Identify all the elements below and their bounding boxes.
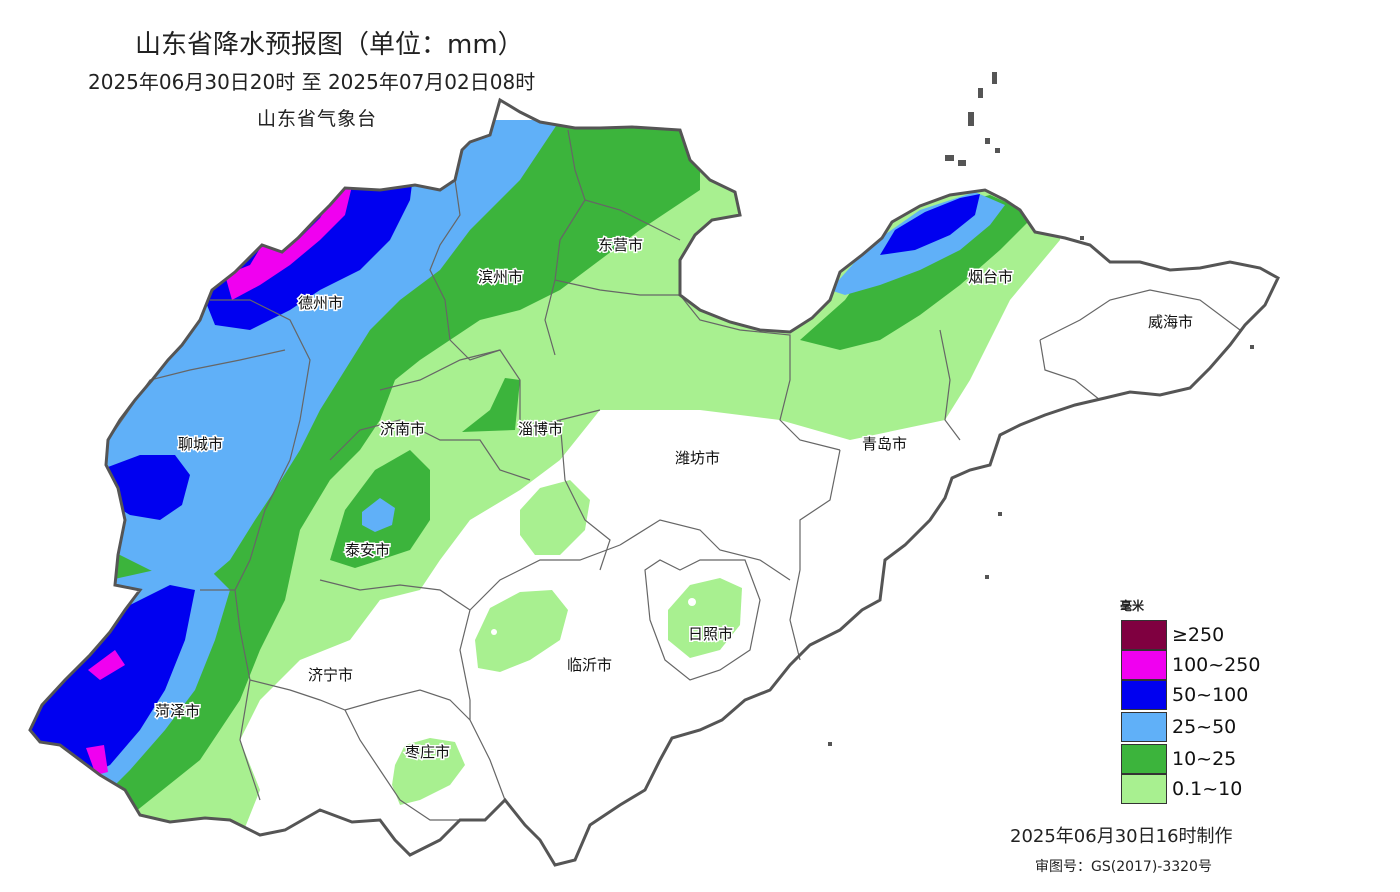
boundary-line (329, 419, 531, 481)
fill-0.1-10-weifang-s (520, 480, 590, 555)
legend-label: 25~50 (1172, 716, 1237, 738)
fill-dot (491, 629, 497, 635)
boundary-line (554, 279, 680, 296)
precipitation-fill-layer (30, 120, 1060, 860)
island (1080, 236, 1084, 240)
fill-0.1-10-rizhao (668, 578, 742, 658)
city-label: 威海市 (1148, 313, 1193, 331)
legend-unit: 毫米 (1120, 599, 1145, 613)
legend-swatch (1121, 650, 1167, 680)
fill-25-50-taian (362, 498, 395, 532)
boundary-line (429, 179, 461, 341)
city-label: 菏泽市 (155, 702, 200, 720)
city-label: 烟台市 (968, 268, 1013, 286)
island (828, 742, 832, 746)
island (978, 88, 983, 98)
fill-100-250-heze2 (86, 745, 108, 775)
city-label: 淄博市 (518, 420, 563, 438)
legend-label: 50~100 (1172, 684, 1249, 706)
city-label: 济南市 (380, 420, 425, 438)
island (958, 160, 966, 166)
island (1250, 345, 1254, 349)
boundary-line (644, 559, 761, 681)
city-label: 济宁市 (308, 666, 353, 684)
city-boundary-layer (107, 129, 1241, 821)
island (945, 155, 954, 161)
island (985, 138, 990, 144)
island (985, 575, 989, 579)
map-title: 山东省降水预报图（单位：mm） (135, 30, 524, 60)
city-label: 聊城市 (178, 435, 223, 453)
island (995, 148, 1000, 153)
city-label: 临沂市 (567, 656, 612, 674)
boundary-line (1039, 289, 1241, 341)
city-label: 潍坊市 (675, 449, 720, 467)
city-label: 东营市 (598, 236, 643, 254)
boundary-line (210, 299, 311, 461)
city-label: 青岛市 (862, 435, 907, 453)
fill-dot (688, 598, 696, 606)
boundary-line (249, 679, 471, 721)
boundary-line (379, 349, 501, 391)
city-label: 日照市 (688, 625, 733, 643)
issuing-agency: 山东省气象台 (257, 108, 378, 130)
boundary-line (584, 199, 681, 241)
legend-label: 10~25 (1172, 748, 1237, 770)
boundary-line (619, 519, 791, 581)
city-label: 德州市 (298, 294, 343, 312)
city-label: 枣庄市 (405, 743, 450, 761)
fill-50-100-yantai (880, 194, 980, 255)
islands (828, 72, 1254, 746)
fill-100-250-dezhou (225, 186, 352, 300)
legend-label: ≥250 (1172, 624, 1225, 646)
city-label: 泰安市 (345, 541, 390, 559)
legend-swatch (1121, 680, 1167, 710)
legend-label: 0.1~10 (1172, 778, 1243, 800)
map-review-number: 审图号：GS(2017)-3320号 (1035, 859, 1212, 875)
fill-0.1-10-zaozhuang (392, 738, 465, 805)
boundary-line (200, 459, 291, 591)
boundary-line (344, 709, 460, 821)
legend-label: 100~250 (1172, 654, 1261, 676)
city-label: 滨州市 (478, 268, 523, 286)
fill-10-25-zibo (462, 378, 520, 432)
legend-swatch (1121, 774, 1167, 804)
legend-swatch (1121, 712, 1167, 742)
fill-100-250-heze (88, 650, 125, 680)
island (998, 512, 1002, 516)
boundary-line (459, 609, 506, 801)
production-time: 2025年06月30日16时制作 (1010, 826, 1233, 847)
boundary-line (544, 129, 586, 356)
boundary-line (789, 449, 841, 661)
forecast-period: 2025年06月30日20时 至 2025年07月02日08时 (88, 70, 536, 94)
boundary-line (679, 294, 841, 451)
boundary-line (939, 329, 961, 441)
boundary-line (1039, 339, 1101, 401)
fill-0.1-10-linyi (475, 590, 568, 672)
legend-swatch (1121, 620, 1167, 650)
island (968, 112, 974, 126)
legend-swatch (1121, 744, 1167, 774)
island (992, 72, 997, 84)
